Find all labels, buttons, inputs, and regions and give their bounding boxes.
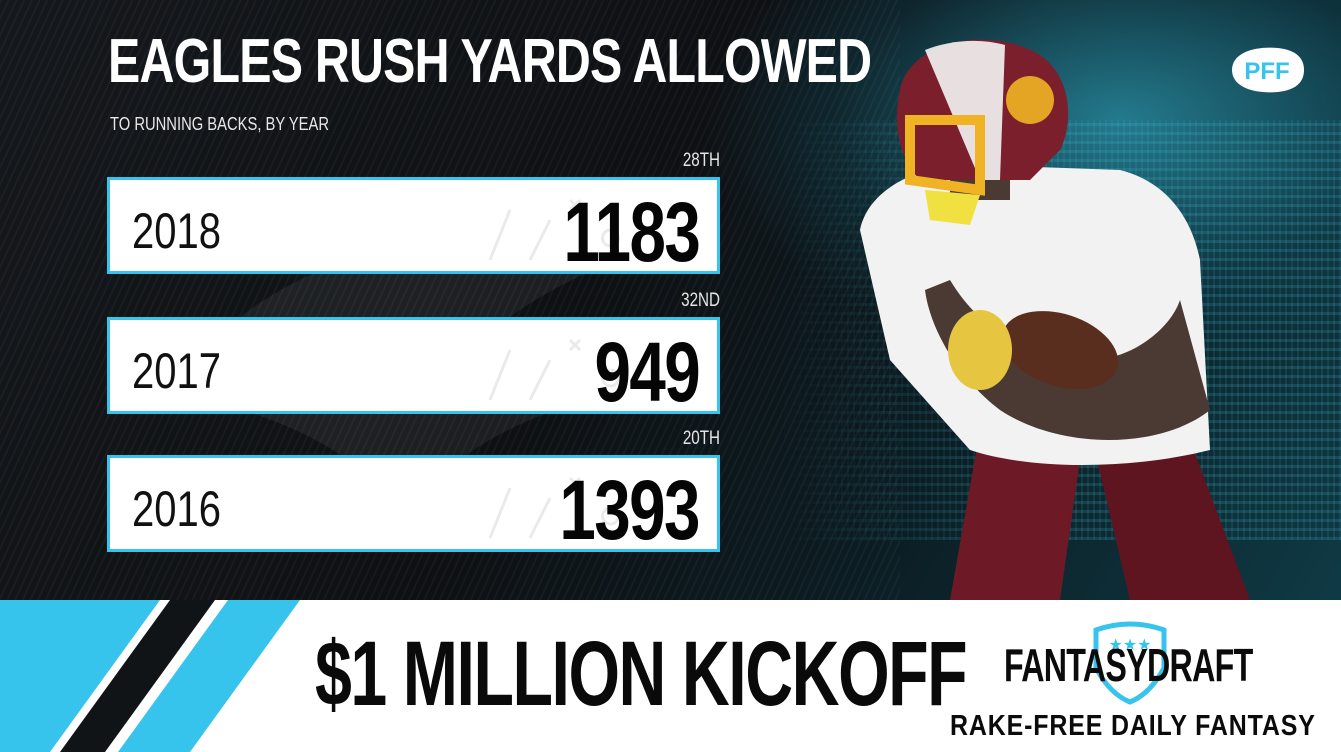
stat-card-2018: 2018 1183 [107,177,720,274]
sponsor-banner: $1 MILLION KICKOFF ★★★ FANTASYDRAFT RAKE… [0,600,1341,752]
page-subtitle: TO RUNNING BACKS, BY YEAR [110,114,330,134]
yards-value: 1183 [563,185,700,274]
fantasydraft-logo: FANTASYDRAFT [1004,639,1253,691]
fantasydraft-shield-icon: ★★★ [1093,621,1167,705]
year-label: 2018 [132,203,221,259]
rank-label: 20TH [682,428,720,449]
page-title: EAGLES RUSH YARDS ALLOWED [108,27,872,96]
banner-slash-graphic [0,600,300,752]
player-photo [860,39,1250,600]
stat-card-2017: 2017 949 [107,317,720,414]
yards-value: 949 [594,325,700,414]
svg-text:★★★: ★★★ [1108,635,1151,654]
hero-background: EAGLES RUSH YARDS ALLOWED TO RUNNING BAC… [0,0,1341,600]
stat-card-2016: 2016 1393 [107,455,720,552]
sponsor-tagline: RAKE-FREE DAILY FANTASY [950,710,1316,742]
rank-label: 32ND [681,290,720,311]
pff-logo-text: PFF [1244,58,1289,85]
play-diagram-icon [488,338,620,401]
pff-logo-icon: PFF [1232,47,1304,93]
play-diagram-icon [488,198,620,261]
promo-headline: $1 MILLION KICKOFF [315,623,968,725]
rank-label: 28TH [682,150,720,171]
play-diagram-icon [488,476,620,539]
year-label: 2017 [132,343,221,399]
year-label: 2016 [132,481,221,537]
yards-value: 1393 [559,463,700,552]
